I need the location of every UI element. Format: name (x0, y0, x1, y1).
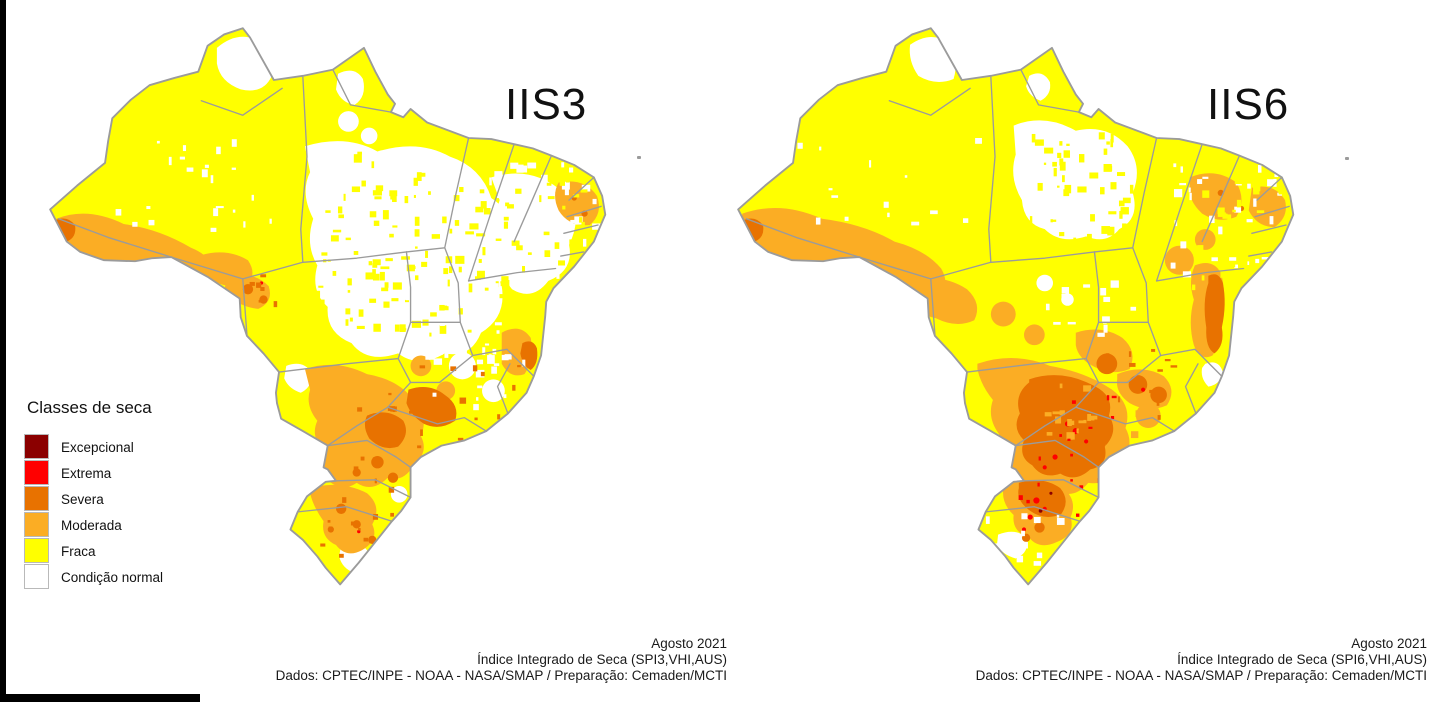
caption-iis3: Agosto 2021 Índice Integrado de Seca (SP… (179, 636, 727, 684)
bottom-left-black-frame (0, 694, 200, 702)
drought-map-iis3 (49, 27, 607, 586)
legend-label: Severa (61, 491, 104, 507)
swatch-fraca (24, 538, 49, 563)
legend-item-severa: Severa (24, 486, 163, 512)
swatch-excepcional (24, 434, 49, 459)
legend-label: Fraca (61, 543, 96, 559)
map-title-iis6: IIS6 (1207, 80, 1290, 129)
island-dot-left (637, 156, 641, 159)
caption-iis6: Agosto 2021 Índice Integrado de Seca (SP… (879, 636, 1427, 684)
swatch-moderada (24, 512, 49, 537)
legend-label: Moderada (61, 517, 122, 533)
caption-line: Agosto 2021 (651, 636, 727, 651)
legend-item-excepcional: Excepcional (24, 434, 163, 460)
left-black-frame (0, 0, 6, 702)
legend-title: Classes de seca (27, 398, 152, 417)
caption-line: Agosto 2021 (1351, 636, 1427, 651)
legend-item-condicao-normal: Condição normal (24, 564, 163, 590)
island-dot-right (1345, 157, 1349, 160)
drought-legend: Classes de seca Excepcional Extrema Seve… (24, 398, 163, 590)
caption-line: Dados: CPTEC/INPE - NOAA - NASA/SMAP / P… (975, 668, 1427, 683)
legend-label: Excepcional (61, 439, 134, 455)
caption-line: Índice Integrado de Seca (SPI3,VHI,AUS) (477, 652, 727, 667)
swatch-severa (24, 486, 49, 511)
drought-map-iis6 (737, 27, 1295, 586)
caption-line: Índice Integrado de Seca (SPI6,VHI,AUS) (1177, 652, 1427, 667)
legend-item-moderada: Moderada (24, 512, 163, 538)
legend-label: Condição normal (61, 569, 164, 585)
swatch-extrema (24, 460, 49, 485)
legend-item-extrema: Extrema (24, 460, 163, 486)
legend-label: Extrema (61, 465, 112, 481)
map-title-iis3: IIS3 (505, 80, 588, 129)
swatch-condicao-normal (24, 564, 49, 589)
legend-item-fraca: Fraca (24, 538, 163, 564)
caption-line: Dados: CPTEC/INPE - NOAA - NASA/SMAP / P… (275, 668, 727, 683)
